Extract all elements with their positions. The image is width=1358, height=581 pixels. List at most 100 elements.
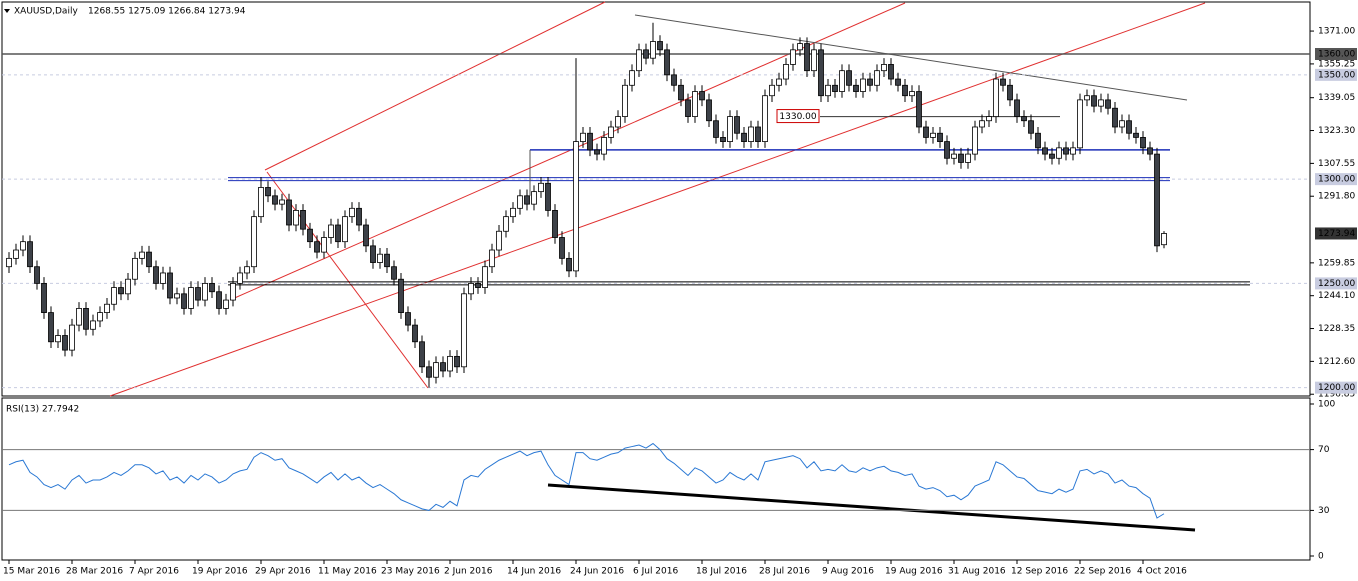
- x-tick-label: 18 Jul 2016: [696, 567, 747, 577]
- candle-body: [468, 282, 474, 295]
- x-tick-label: 19 Apr 2016: [192, 567, 248, 577]
- rsi-line: [8, 442, 1165, 519]
- candle-body: [1161, 233, 1167, 246]
- candle-body: [440, 362, 446, 372]
- drawings: [109, 1, 1206, 532]
- candle-body: [909, 91, 915, 97]
- chart-title: XAUUSD,Daily: [14, 7, 78, 17]
- candle-body: [146, 251, 152, 268]
- candle-body: [1070, 147, 1076, 155]
- x-tick-label: 29 Apr 2016: [255, 567, 311, 577]
- candle-body: [300, 210, 306, 230]
- candle-body: [531, 191, 537, 205]
- candle-body: [1049, 153, 1055, 159]
- candle-body: [104, 303, 110, 313]
- x-tick-label: 31 Aug 2016: [948, 567, 1006, 577]
- candle-body: [1056, 147, 1062, 159]
- rsi-trend-line: [547, 483, 1196, 532]
- candle-body: [363, 224, 369, 247]
- candle-body: [76, 308, 82, 326]
- x-tick-label: 11 May 2016: [318, 567, 377, 577]
- candle-body: [692, 91, 698, 117]
- candle-body: [153, 266, 159, 284]
- candle-body: [132, 257, 138, 280]
- candle-body: [923, 126, 929, 138]
- candle-body: [377, 253, 383, 263]
- candle-body: [139, 251, 145, 259]
- candle-body: [874, 70, 880, 86]
- candle-body: [48, 312, 54, 343]
- candle-body: [846, 70, 852, 86]
- candle-body: [125, 278, 131, 295]
- candle-body: [699, 91, 705, 101]
- candle-body: [1126, 120, 1132, 134]
- candle-body: [783, 64, 789, 80]
- candle-body: [748, 126, 754, 142]
- candle-body: [545, 182, 551, 211]
- candle-body: [398, 278, 404, 313]
- candle-body: [342, 216, 348, 243]
- candle-body: [34, 266, 40, 284]
- x-tick-label: 28 Mar 2016: [66, 567, 123, 577]
- candle-body: [552, 210, 558, 238]
- candle-body: [972, 126, 978, 155]
- x-tick-label: 23 May 2016: [381, 567, 440, 577]
- candle-body: [293, 210, 299, 226]
- candle-body: [461, 293, 467, 368]
- candle-body: [13, 249, 19, 259]
- candle-body: [1154, 153, 1160, 247]
- y-tick-label: 1291.80: [1318, 192, 1355, 202]
- candle-body: [832, 84, 838, 92]
- candle-body: [587, 132, 593, 151]
- candle-body: [818, 49, 824, 97]
- candle-body: [706, 99, 712, 122]
- candle-body: [118, 287, 124, 295]
- candle-body: [510, 207, 516, 218]
- candle-body: [1140, 137, 1146, 149]
- candle-body: [251, 216, 257, 268]
- candle-body: [594, 149, 600, 155]
- annotation-label: 1330.00: [779, 112, 816, 122]
- candle-body: [622, 84, 628, 117]
- candle-body: [1098, 99, 1104, 107]
- y-tick-label: 1355.25: [1318, 59, 1355, 69]
- y-tick-label: 1371.00: [1318, 27, 1355, 37]
- candle-body: [27, 241, 33, 268]
- x-tick-label: 7 Apr 2016: [129, 567, 179, 577]
- y-tick-label: 1339.05: [1318, 93, 1355, 103]
- candle-body: [804, 43, 810, 72]
- rsi-panel: [1, 397, 1311, 561]
- candle-body: [517, 195, 523, 209]
- y-tick-label: 100: [1318, 400, 1335, 410]
- candle-body: [90, 320, 96, 330]
- candle-body: [433, 362, 439, 378]
- candle-body: [258, 187, 264, 218]
- candle-body: [426, 366, 432, 378]
- candle-body: [111, 287, 117, 305]
- candle-body: [160, 272, 166, 284]
- candle-body: [895, 78, 901, 86]
- y-tick-label: 1244.10: [1318, 291, 1355, 301]
- candle-body: [223, 299, 229, 309]
- candle-body: [951, 153, 957, 159]
- level-tag-label: 1200.00: [1318, 383, 1355, 393]
- candle-body: [314, 241, 320, 253]
- candle-body: [20, 241, 26, 251]
- candle-body: [279, 199, 285, 205]
- candle-body: [244, 266, 250, 274]
- candle-body: [762, 95, 768, 142]
- x-tick-label: 12 Sep 2016: [1011, 567, 1068, 577]
- y-tick-label: 1307.55: [1318, 159, 1355, 169]
- candle-body: [1084, 95, 1090, 101]
- x-tick-label: 19 Aug 2016: [885, 567, 943, 577]
- candle-body: [566, 257, 572, 272]
- rsi-title: RSI(13) 27.7942: [6, 405, 79, 415]
- y-tick-label: 1228.35: [1318, 324, 1355, 334]
- y-tick-label: 1196.85: [1318, 390, 1355, 400]
- candle-body: [349, 207, 355, 218]
- candle-body: [1007, 84, 1013, 101]
- candle-body: [685, 99, 691, 117]
- candle-body: [419, 341, 425, 368]
- candle-body: [1133, 132, 1139, 138]
- fan-line: [266, 171, 429, 389]
